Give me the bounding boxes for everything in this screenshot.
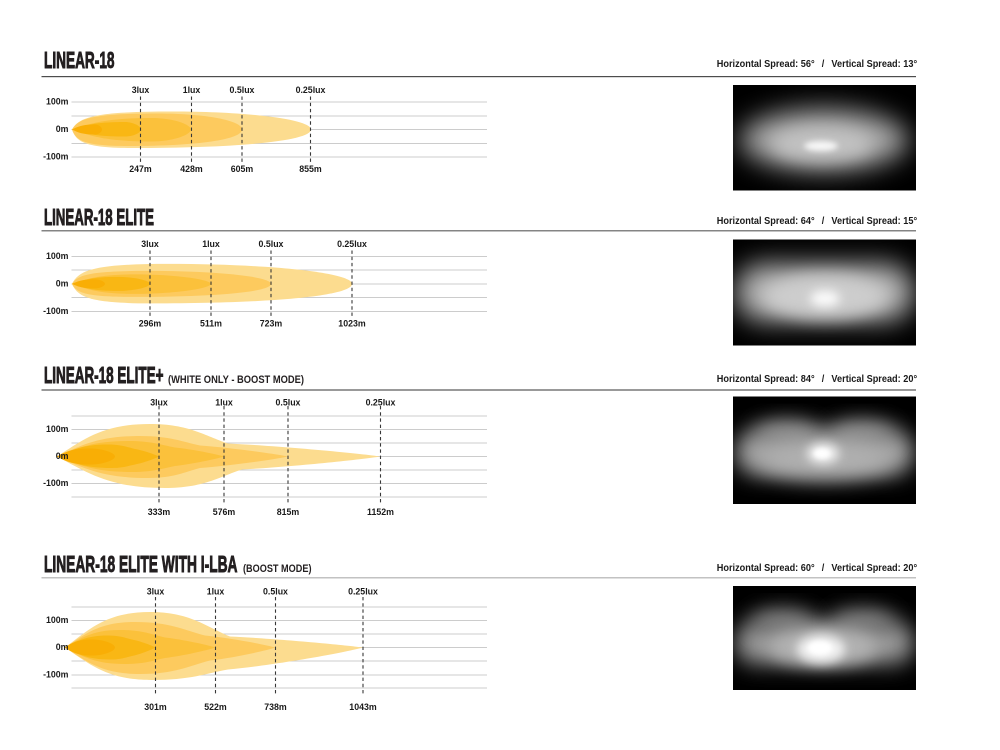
- svg-text:1152m: 1152m: [367, 507, 394, 517]
- svg-text:0.25lux: 0.25lux: [337, 239, 367, 249]
- svg-text:815m: 815m: [277, 507, 300, 517]
- svg-text:0.25lux: 0.25lux: [366, 398, 396, 408]
- svg-text:100m: 100m: [46, 97, 69, 107]
- svg-text:-100m: -100m: [43, 670, 69, 680]
- svg-text:576m: 576m: [213, 507, 236, 517]
- svg-text:0m: 0m: [56, 124, 69, 134]
- svg-text:296m: 296m: [139, 318, 162, 328]
- svg-text:0m: 0m: [56, 451, 69, 461]
- svg-text:100m: 100m: [46, 615, 69, 625]
- svg-text:0.25lux: 0.25lux: [296, 85, 326, 95]
- svg-text:738m: 738m: [264, 702, 287, 712]
- svg-text:301m: 301m: [144, 702, 167, 712]
- svg-text:1023m: 1023m: [338, 318, 366, 328]
- svg-text:3lux: 3lux: [132, 85, 150, 95]
- svg-text:0.5lux: 0.5lux: [259, 239, 284, 249]
- svg-text:1043m: 1043m: [349, 702, 377, 712]
- svg-text:100m: 100m: [46, 424, 69, 434]
- svg-text:0.5lux: 0.5lux: [230, 85, 255, 95]
- svg-text:-100m: -100m: [43, 306, 69, 316]
- svg-text:0.5lux: 0.5lux: [263, 587, 288, 597]
- svg-text:3lux: 3lux: [150, 398, 168, 408]
- svg-text:1lux: 1lux: [215, 398, 233, 408]
- svg-text:0.25lux: 0.25lux: [348, 587, 378, 597]
- svg-text:3lux: 3lux: [141, 239, 159, 249]
- svg-text:0m: 0m: [56, 278, 69, 288]
- svg-text:511m: 511m: [200, 318, 222, 328]
- svg-text:522m: 522m: [204, 702, 227, 712]
- svg-text:855m: 855m: [299, 164, 322, 174]
- svg-text:0.5lux: 0.5lux: [276, 398, 301, 408]
- svg-text:1lux: 1lux: [183, 85, 201, 95]
- svg-text:3lux: 3lux: [147, 587, 165, 597]
- svg-text:0m: 0m: [56, 642, 69, 652]
- svg-text:247m: 247m: [129, 164, 152, 174]
- svg-text:1lux: 1lux: [207, 587, 225, 597]
- svg-text:-100m: -100m: [43, 478, 69, 488]
- svg-text:1lux: 1lux: [202, 239, 220, 249]
- svg-text:428m: 428m: [180, 164, 203, 174]
- svg-text:333m: 333m: [148, 507, 171, 517]
- svg-text:-100m: -100m: [43, 152, 69, 162]
- svg-text:723m: 723m: [260, 318, 283, 328]
- svg-text:605m: 605m: [231, 164, 254, 174]
- svg-text:100m: 100m: [46, 251, 69, 261]
